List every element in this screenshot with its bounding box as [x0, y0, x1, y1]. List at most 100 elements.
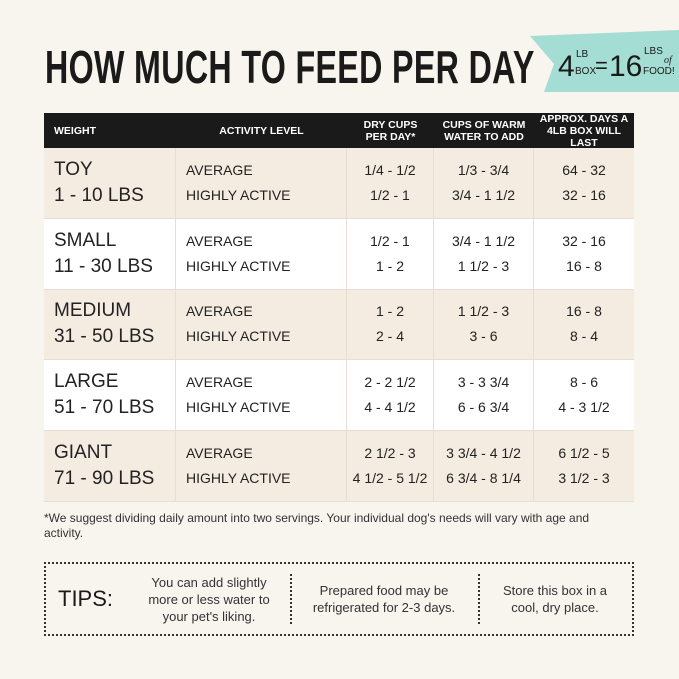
water-cell: 1 1/2 - 3 3 - 6 [434, 289, 534, 360]
size-name: TOY [54, 158, 93, 180]
dry-value: 1 - 2 [375, 303, 404, 320]
dry-value: 2 1/2 - 3 [364, 445, 416, 462]
dry-cell: 1/4 - 1/2 1/2 - 1 [347, 148, 434, 218]
footnote: *We suggest dividing daily amount into t… [44, 511, 590, 540]
days-value: 3 1/2 - 3 [558, 470, 610, 487]
table-row: LARGE 51 - 70 LBS AVERAGE HIGHLY ACTIVE 2 - … [44, 360, 634, 432]
badge-text: LBS [644, 46, 663, 57]
badge-text: LB [576, 49, 589, 60]
table-row: MEDIUM 31 - 50 LBS AVERAGE HIGHLY ACTIVE 1 -… [44, 289, 634, 361]
weight-cell: SMALL 11 - 30 LBS [44, 218, 176, 289]
dry-cell: 1/2 - 1 1 - 2 [347, 218, 434, 289]
water-cell: 3 3/4 - 4 1/2 6 3/4 - 8 1/4 [434, 431, 534, 501]
size-name: GIANT [54, 442, 113, 464]
dry-value: 2 - 4 [375, 328, 404, 345]
levels-value: HIGHLY ACTIVE [186, 470, 291, 487]
table-row: SMALL 11 - 30 LBS AVERAGE HIGHLY ACTIVE 1/2 … [44, 218, 634, 290]
dry-cell: 1 - 2 2 - 4 [347, 289, 434, 360]
levels-value: HIGHLY ACTIVE [186, 257, 291, 274]
table-row: TOY 1 - 10 LBS AVERAGE HIGHLY ACTIVE 1/4 - 1… [44, 148, 634, 219]
water-value: 3/4 - 1 1/2 [451, 186, 516, 203]
size-name: LARGE [54, 371, 119, 393]
water-cell: 3/4 - 1 1/2 1 1/2 - 3 [434, 218, 534, 289]
water-value: 3 3/4 - 4 1/2 [446, 445, 521, 462]
header-cell: CUPS OF WARM WATER TO ADD [434, 113, 534, 148]
days-cell: 6 1/2 - 5 3 1/2 - 3 [534, 431, 634, 501]
header-line: CUPS OF WARM [442, 118, 526, 131]
tips-box: TIPS: You can add slightly more or less … [44, 562, 634, 636]
levels-value: HIGHLY ACTIVE [186, 399, 291, 416]
weight-cell: MEDIUM 31 - 50 LBS [44, 289, 176, 360]
weight-range: 31 - 50 LBS [54, 326, 155, 348]
badge-text: BOX [575, 66, 596, 77]
weight-range: 11 - 30 LBS [54, 255, 153, 277]
levels-value: HIGHLY ACTIVE [186, 328, 291, 345]
dry-value: 1 - 2 [375, 257, 404, 274]
weight-cell: GIANT 71 - 90 LBS [44, 431, 176, 501]
header-line: 4LB BOX WILL LAST [546, 124, 622, 149]
levels-value: AVERAGE [186, 303, 253, 320]
levels-cell: AVERAGE HIGHLY ACTIVE [176, 431, 347, 501]
tip-text: Prepared food may be refrigerated for 2-… [312, 583, 456, 615]
water-value: 1/3 - 3/4 [457, 161, 510, 178]
header-line: WATER TO ADD [444, 130, 524, 143]
header-cell: APPROX. DAYS A 4LB BOX WILL LAST [534, 112, 634, 149]
days-value: 16 - 8 [566, 257, 602, 274]
days-value: 64 - 32 [562, 161, 606, 178]
levels-cell: AVERAGE HIGHLY ACTIVE [176, 148, 347, 218]
badge-text: FOOD! [643, 66, 675, 77]
title: HOW MUCH TO FEED PER DAY [45, 41, 535, 93]
water-value: 3/4 - 1 1/2 [451, 232, 516, 249]
levels-cell: AVERAGE HIGHLY ACTIVE [176, 218, 347, 289]
water-value: 1 1/2 - 3 [457, 303, 510, 320]
header-line: ACTIVITY LEVEL [219, 124, 304, 137]
header-cell: ACTIVITY LEVEL [176, 113, 347, 148]
tip-text: You can add slightly more or less water … [148, 574, 270, 624]
levels-cell: AVERAGE HIGHLY ACTIVE [176, 289, 347, 360]
tip-divider [478, 574, 480, 624]
water-value: 3 - 3 3/4 [457, 374, 510, 391]
header-cell: WEIGHT [44, 113, 176, 148]
water-value: 6 3/4 - 8 1/4 [446, 470, 521, 487]
levels-value: HIGHLY ACTIVE [186, 186, 291, 203]
tip-text: Store this box in a cool, dry place. [502, 583, 608, 615]
levels-value: AVERAGE [186, 445, 253, 462]
days-value: 32 - 16 [562, 186, 606, 203]
levels-cell: AVERAGE HIGHLY ACTIVE [176, 360, 347, 431]
levels-value: AVERAGE [186, 161, 253, 178]
water-cell: 1/3 - 3/4 3/4 - 1 1/2 [434, 148, 534, 218]
days-cell: 16 - 8 8 - 4 [534, 290, 634, 360]
dry-value: 2 - 2 1/2 [364, 374, 416, 391]
days-value: 6 1/2 - 5 [558, 445, 610, 462]
header-cell: DRY CUPS PER DAY* [347, 113, 434, 148]
levels-value: AVERAGE [186, 232, 253, 249]
weight-cell: LARGE 51 - 70 LBS [44, 360, 176, 431]
weight-range: 71 - 90 LBS [54, 468, 155, 490]
dry-value: 4 1/2 - 5 1/2 [352, 470, 428, 487]
dry-value: 1/2 - 1 [370, 232, 410, 249]
badge-text: 16 [609, 50, 642, 83]
weight-cell: TOY 1 - 10 LBS [44, 148, 176, 218]
days-value: 16 - 8 [566, 303, 602, 320]
dry-cell: 2 1/2 - 3 4 1/2 - 5 1/2 [347, 431, 434, 501]
tip-divider [290, 574, 292, 624]
badge: 4 LB BOX = 16 LBS of FOOD! [530, 30, 679, 92]
badge-shape [530, 30, 679, 92]
days-value: 32 - 16 [562, 232, 606, 249]
water-value: 3 - 6 [469, 328, 498, 345]
days-cell: 8 - 6 4 - 3 1/2 [534, 360, 634, 430]
dry-cell: 2 - 2 1/2 4 - 4 1/2 [347, 360, 434, 431]
levels-value: AVERAGE [186, 374, 253, 391]
size-name: MEDIUM [54, 300, 132, 322]
header-line: WEIGHT [54, 124, 96, 137]
header-line: PER DAY* [365, 130, 416, 143]
header-line: APPROX. DAYS A [539, 112, 629, 125]
dry-value: 4 - 4 1/2 [364, 399, 416, 416]
badge-text: of [664, 55, 673, 66]
weight-range: 1 - 10 LBS [54, 184, 144, 206]
water-cell: 3 - 3 3/4 6 - 6 3/4 [434, 360, 534, 431]
badge-text: 4 [558, 50, 575, 83]
days-value: 8 - 4 [569, 328, 598, 345]
days-cell: 64 - 32 32 - 16 [534, 148, 634, 218]
